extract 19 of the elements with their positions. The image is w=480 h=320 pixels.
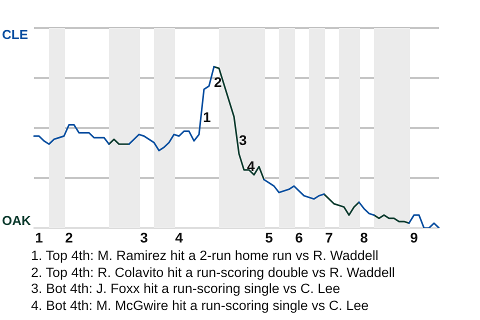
x-tick-label: 6 — [295, 229, 304, 246]
text: 3. Bot 4th: J. Foxx hit a run-scoring single vs C. Lee — [31, 281, 342, 298]
x-tick-label: 4 — [175, 229, 184, 246]
x-tick-label: 5 — [265, 229, 274, 246]
x-tick-label: 3 — [140, 229, 148, 246]
text: OAK — [2, 213, 31, 228]
x-tick-label: 9 — [410, 229, 418, 246]
annotation: 2 — [214, 74, 222, 90]
x-tick-label: 1 — [35, 229, 44, 246]
annotation: 4 — [247, 158, 255, 174]
x-tick-label: 8 — [360, 229, 368, 246]
annotation: 3 — [239, 132, 247, 148]
text: 4. Bot 4th: M. McGwire hit a run-scoring single vs C. Lee — [31, 298, 370, 314]
x-tick-label: 2 — [65, 229, 74, 246]
x-tick-label: 7 — [325, 229, 334, 246]
text: 1. Top 4th: M. Ramirez hit a 2-run home run vs R. Waddell — [31, 248, 380, 264]
text: CLE — [2, 27, 28, 42]
text: 2. Top 4th: R. Colavito hit a run-scoring double vs R. Waddell — [31, 264, 396, 281]
annotation: 1 — [203, 109, 211, 125]
